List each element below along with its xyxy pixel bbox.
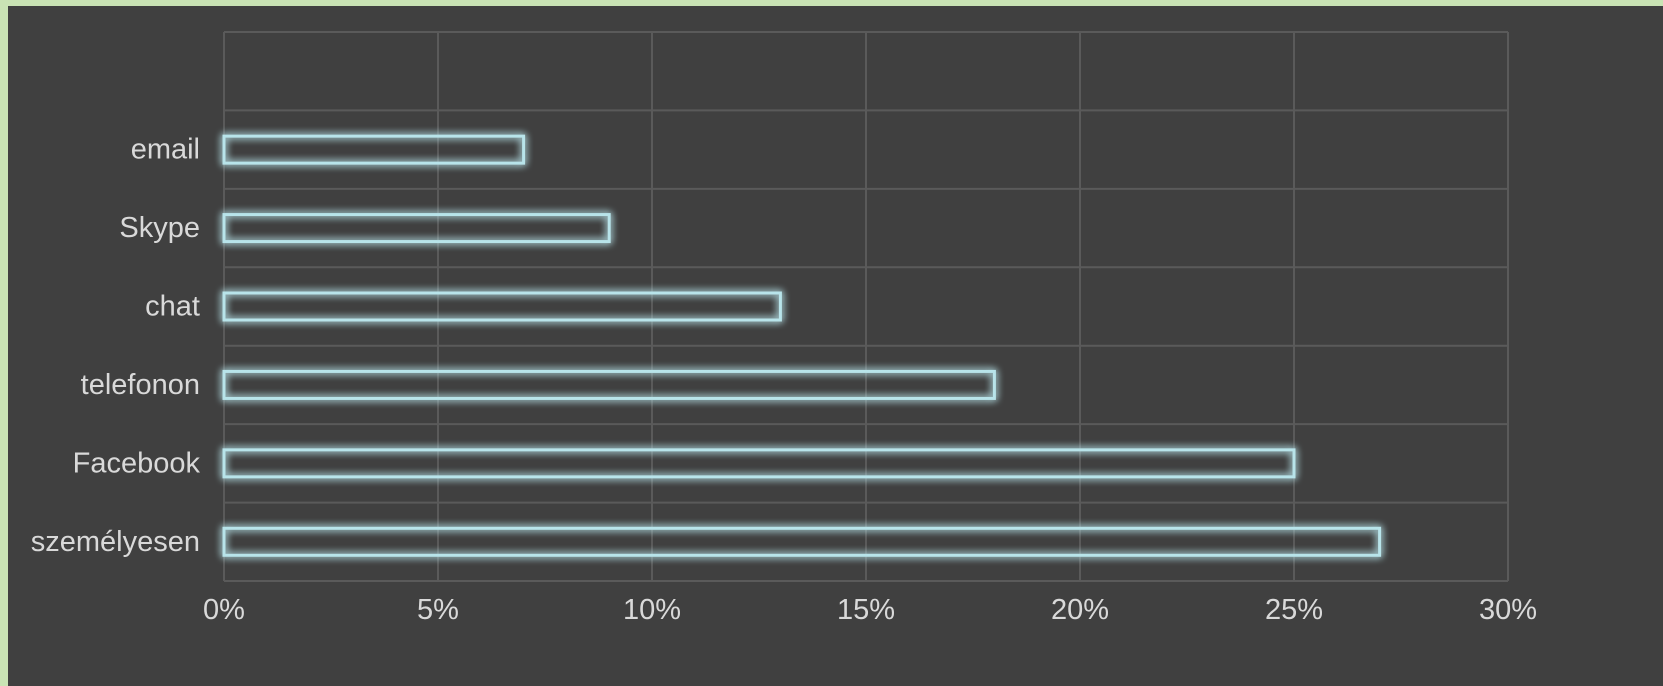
x-tick-label: 5%: [417, 594, 459, 626]
bar-3: [222, 291, 782, 322]
x-tick-label: 15%: [837, 594, 895, 626]
bar-chart: személyesen Facebook telefonon chat Skype ema…: [31, 31, 1537, 626]
x-tick-label: 0%: [203, 594, 245, 626]
category-labels: személyesen Facebook telefonon chat Skype ema…: [31, 134, 201, 558]
category-label: email: [131, 134, 200, 166]
category-label: telefonon: [81, 369, 200, 401]
category-label: személyesen: [31, 526, 200, 558]
category-label: Skype: [119, 212, 200, 244]
category-label: Facebook: [73, 447, 201, 479]
bars: [222, 134, 1382, 557]
x-tick-label: 25%: [1265, 594, 1323, 626]
bar-5: [222, 134, 526, 165]
x-tick-label: 20%: [1051, 594, 1109, 626]
x-tick-label: 10%: [623, 594, 681, 626]
x-tick-label: 30%: [1479, 594, 1537, 626]
x-axis-tick-labels: 0% 5% 10% 15% 20% 25% 30%: [203, 594, 1537, 626]
bar-4: [222, 213, 611, 244]
bar-1: [222, 448, 1296, 479]
gridlines: [223, 31, 1509, 582]
bar-2: [222, 369, 996, 400]
chart-frame: személyesen Facebook telefonon chat Skype ema…: [8, 6, 1663, 686]
category-label: chat: [145, 291, 200, 323]
bar-0: [222, 526, 1382, 557]
